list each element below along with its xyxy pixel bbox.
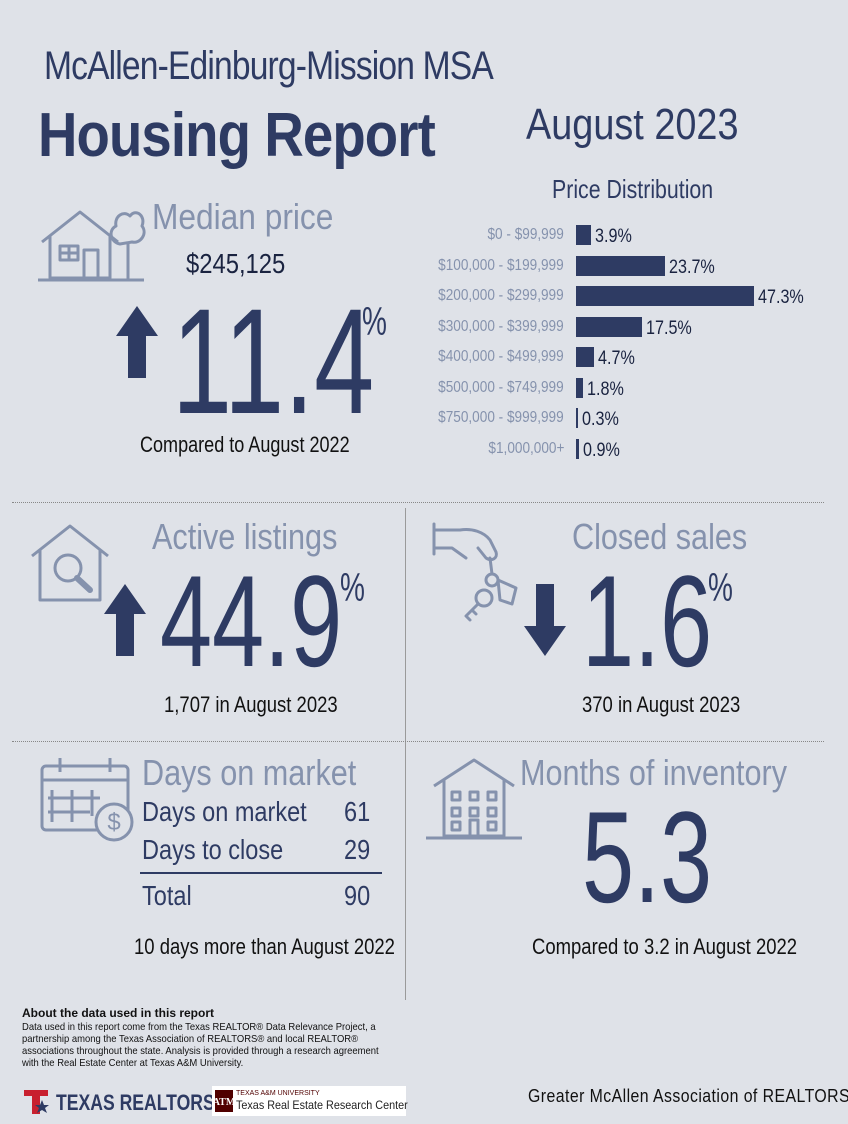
price-distribution-value: 23.7% <box>669 256 715 278</box>
dom-row-value: 29 <box>343 834 370 865</box>
price-distribution-bar <box>576 225 591 245</box>
price-distribution-bar <box>576 438 580 459</box>
median-price-percent-sign: % <box>362 300 387 344</box>
price-distribution-row: $100,000 - $199,999 23.7% <box>400 255 840 279</box>
msa-title: McAllen-Edinburg-Mission MSA <box>44 44 494 88</box>
dom-total-value: 90 <box>343 880 370 911</box>
arrow-up-icon <box>104 584 146 656</box>
dom-total-label: Total <box>142 880 192 911</box>
divider <box>405 508 406 1000</box>
price-distribution-value: 17.5% <box>645 317 692 339</box>
price-range-label: $0 - $99,999 <box>487 226 564 243</box>
report-date: August 2023 <box>526 100 739 149</box>
price-distribution-row: $400,000 - $499,999 4.7% <box>400 346 840 370</box>
price-range-label: $750,000 - $999,999 <box>438 409 564 426</box>
dom-row-value: 61 <box>343 796 370 827</box>
tamu-university-label: TEXAS A&M UNIVERSITY <box>236 1090 320 1097</box>
closed-sales-percent-sign: % <box>708 566 733 610</box>
price-distribution-row: $200,000 - $299,999 47.3% <box>400 285 840 309</box>
price-distribution-bar <box>576 347 594 367</box>
active-listings-label: Active listings <box>152 516 338 557</box>
total-divider <box>140 872 382 874</box>
closed-sales-change: 1.6 <box>582 548 713 694</box>
active-listings-change: 44.9 <box>160 548 343 694</box>
price-distribution-row: $500,000 - $749,999 1.8% <box>400 377 840 401</box>
closed-sales-count: 370 in August 2023 <box>582 692 741 717</box>
price-distribution-bar <box>576 408 578 428</box>
tamu-logo-icon: ATM <box>213 1090 236 1112</box>
price-distribution-value: 0.9% <box>583 439 621 461</box>
median-price-label: Median price <box>152 196 334 237</box>
price-range-label: $1,000,000+ <box>487 439 564 457</box>
dom-row-label: Days to close <box>142 834 284 865</box>
tamu-logo <box>212 1086 406 1116</box>
price-distribution-row: $1,000,000+ 0.9% <box>400 438 840 462</box>
hand-key-icon <box>432 522 518 622</box>
price-distribution-bar <box>576 377 583 398</box>
texas-realtors-logo: TEXAS REALTORS <box>56 1090 215 1115</box>
closed-sales-label: Closed sales <box>572 516 748 557</box>
price-distribution-value: 4.7% <box>597 348 635 369</box>
median-price-value: $245,125 <box>186 248 286 279</box>
months-of-inventory-value: 5.3 <box>582 784 713 930</box>
page-title: Housing Report <box>38 101 436 170</box>
price-distribution-row: $300,000 - $399,999 17.5% <box>400 316 840 340</box>
price-distribution-bar <box>576 286 754 306</box>
about-title: About the data used in this report <box>22 1006 215 1020</box>
svg-text:$: $ <box>107 809 120 836</box>
price-distribution-value: 1.8% <box>586 378 624 400</box>
arrow-up-icon <box>116 306 158 378</box>
svg-text:ATM: ATM <box>213 1097 236 1108</box>
days-on-market-compare: 10 days more than August 2022 <box>134 934 395 959</box>
median-price-change: 11.4 <box>172 277 375 445</box>
price-distribution-row: $0 - $99,999 3.9% <box>400 224 840 248</box>
price-distribution-value: 3.9% <box>594 226 632 247</box>
months-of-inventory-compare: Compared to 3.2 in August 2022 <box>532 934 798 959</box>
active-listings-percent-sign: % <box>340 566 365 610</box>
active-listings-count: 1,707 in August 2023 <box>164 692 338 717</box>
price-range-label: $300,000 - $399,999 <box>438 317 564 335</box>
divider <box>12 741 824 742</box>
months-of-inventory-label: Months of inventory <box>520 752 788 793</box>
association-name: Greater McAllen Association of REALTORS® <box>528 1086 848 1106</box>
price-range-label: $500,000 - $749,999 <box>438 378 564 396</box>
price-distribution-value: 47.3% <box>758 287 804 308</box>
house-search-icon <box>31 524 109 602</box>
tamu-center-label: Texas Real Estate Research Center <box>236 1098 408 1112</box>
apartment-building-icon <box>426 758 522 840</box>
price-distribution-bar <box>576 316 642 337</box>
texas-star-logo-icon <box>24 1090 49 1114</box>
price-distribution-row: $750,000 - $999,999 0.3% <box>400 407 840 431</box>
price-range-label: $100,000 - $199,999 <box>438 256 564 274</box>
calendar-dollar-icon: $ <box>40 758 134 842</box>
price-distribution-title: Price Distribution <box>552 174 714 204</box>
house-tree-icon <box>38 210 146 282</box>
price-distribution-bar <box>576 255 666 276</box>
price-distribution-value: 0.3% <box>582 409 619 430</box>
price-range-label: $200,000 - $299,999 <box>438 287 564 304</box>
about-body: Data used in this report come from the T… <box>22 1021 379 1069</box>
median-price-compare: Compared to August 2022 <box>140 432 350 457</box>
dom-row-label: Days on market <box>142 796 307 827</box>
divider <box>12 502 824 503</box>
days-on-market-label: Days on market <box>142 752 357 793</box>
price-range-label: $400,000 - $499,999 <box>438 348 564 365</box>
arrow-down-icon <box>524 584 566 656</box>
